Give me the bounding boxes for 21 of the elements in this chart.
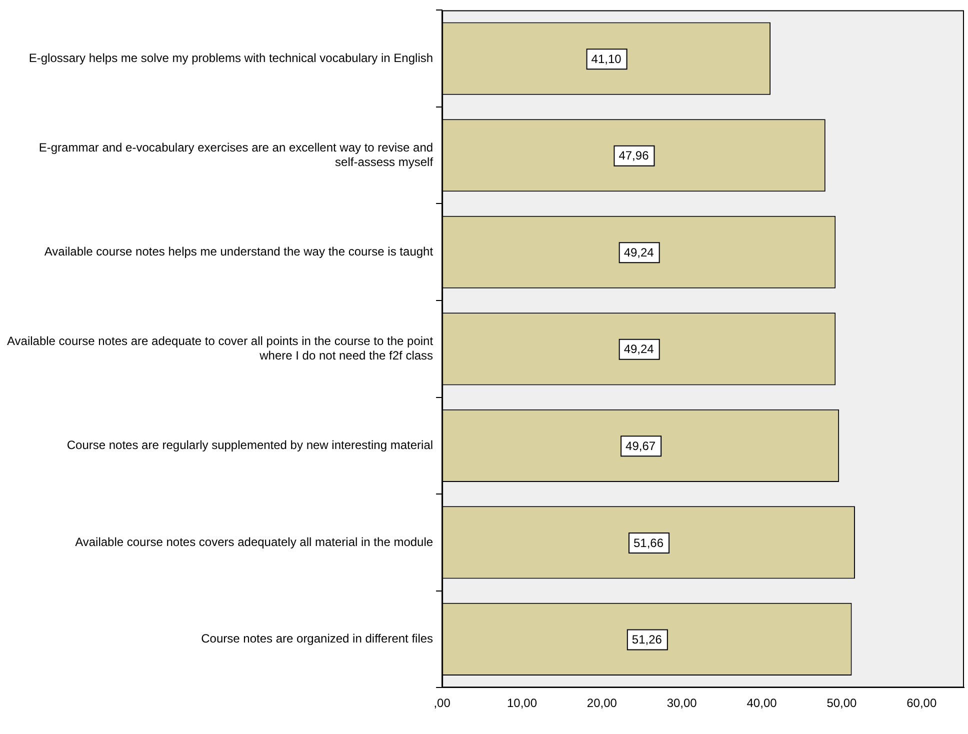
data-label: 49,67 [626,438,656,453]
x-tick-label: 30,00 [666,696,698,710]
data-label: 49,24 [624,342,654,356]
x-tick-label: 10,00 [506,696,538,710]
y-tick-label: E-grammar and e-vocabulary exercises are an excellent way to revise and self-assess myself [38,140,434,169]
data-label: 47,96 [618,148,650,163]
data-label: 49,24 [624,245,654,260]
y-tick-label: Course notes are organized in different files [201,632,434,646]
x-tick-label: ,00 [434,696,451,710]
y-tick-label: Course notes are regularly supplemented by new interesting material [66,438,434,452]
data-label: 51,26 [632,632,662,647]
y-tick-label: Available course notes covers adequately all material in the module [75,534,434,549]
x-tick-label: 60,00 [906,696,937,710]
x-tick-label: 20,00 [586,696,618,710]
data-label: 51,66 [634,536,664,550]
x-tick-label: 40,00 [746,696,778,710]
y-tick-label: Available course notes are adequate to cover all points in the course to the point where I do not need the f2f class [6,334,434,362]
y-tick-label: Available course notes helps me understand the way the course is taught [44,244,434,258]
x-tick-label: 50,00 [826,696,858,710]
y-tick-label: E-glossary helps me solve my problems with technical vocabulary in English [28,50,434,65]
data-label: 41,10 [591,52,622,66]
